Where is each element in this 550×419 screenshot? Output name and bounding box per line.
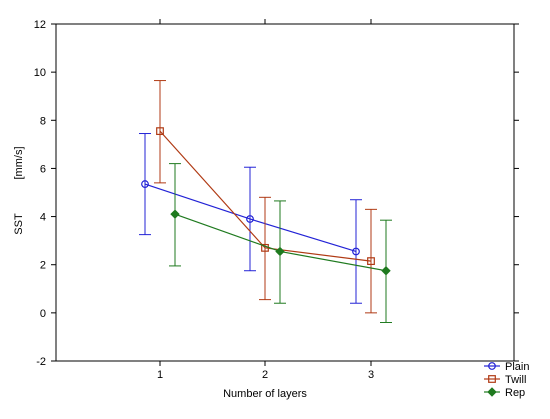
- plain-line: [144, 183, 357, 253]
- x-tick-label: 1: [157, 369, 163, 381]
- series-twill: [154, 80, 377, 314]
- y-tick-label: 10: [34, 67, 46, 79]
- rep-point: [381, 266, 391, 276]
- legend-marker-twill: [488, 375, 496, 383]
- series-layer: [139, 80, 392, 323]
- plain-point: [141, 180, 149, 188]
- y-tick-label: 0: [40, 308, 46, 320]
- plain-point: [352, 247, 360, 256]
- legend-marker-plain: [488, 362, 496, 370]
- x-axis-label: Number of layers: [223, 388, 307, 400]
- y-tick-label: 8: [40, 115, 46, 127]
- legend-label-plain: Plain: [505, 361, 529, 373]
- y-axis-label: SST: [13, 213, 25, 235]
- twill-line: [159, 130, 372, 262]
- legend-label-twill: Twill: [505, 374, 526, 386]
- plain-point: [246, 215, 254, 223]
- rep-point: [170, 209, 180, 219]
- x-tick-label: 3: [368, 369, 374, 381]
- legend-label-rep: Rep: [505, 387, 525, 399]
- rep-point: [275, 246, 285, 257]
- y-tick-label: 2: [40, 260, 46, 272]
- y-axis-unit-label: [mm/s]: [13, 147, 25, 180]
- y-tick-label: 12: [34, 19, 46, 31]
- twill-point: [367, 257, 375, 266]
- series-rep: [169, 163, 392, 323]
- legend-marker-rep: [487, 387, 497, 397]
- y-tick-label: -2: [36, 356, 46, 368]
- x-tick-label: 2: [262, 369, 268, 381]
- plot-area: [55, 23, 515, 362]
- y-tick-label: 4: [40, 212, 46, 224]
- series-plain: [139, 133, 362, 304]
- twill-point: [156, 127, 164, 136]
- y-tick-label: 6: [40, 163, 46, 175]
